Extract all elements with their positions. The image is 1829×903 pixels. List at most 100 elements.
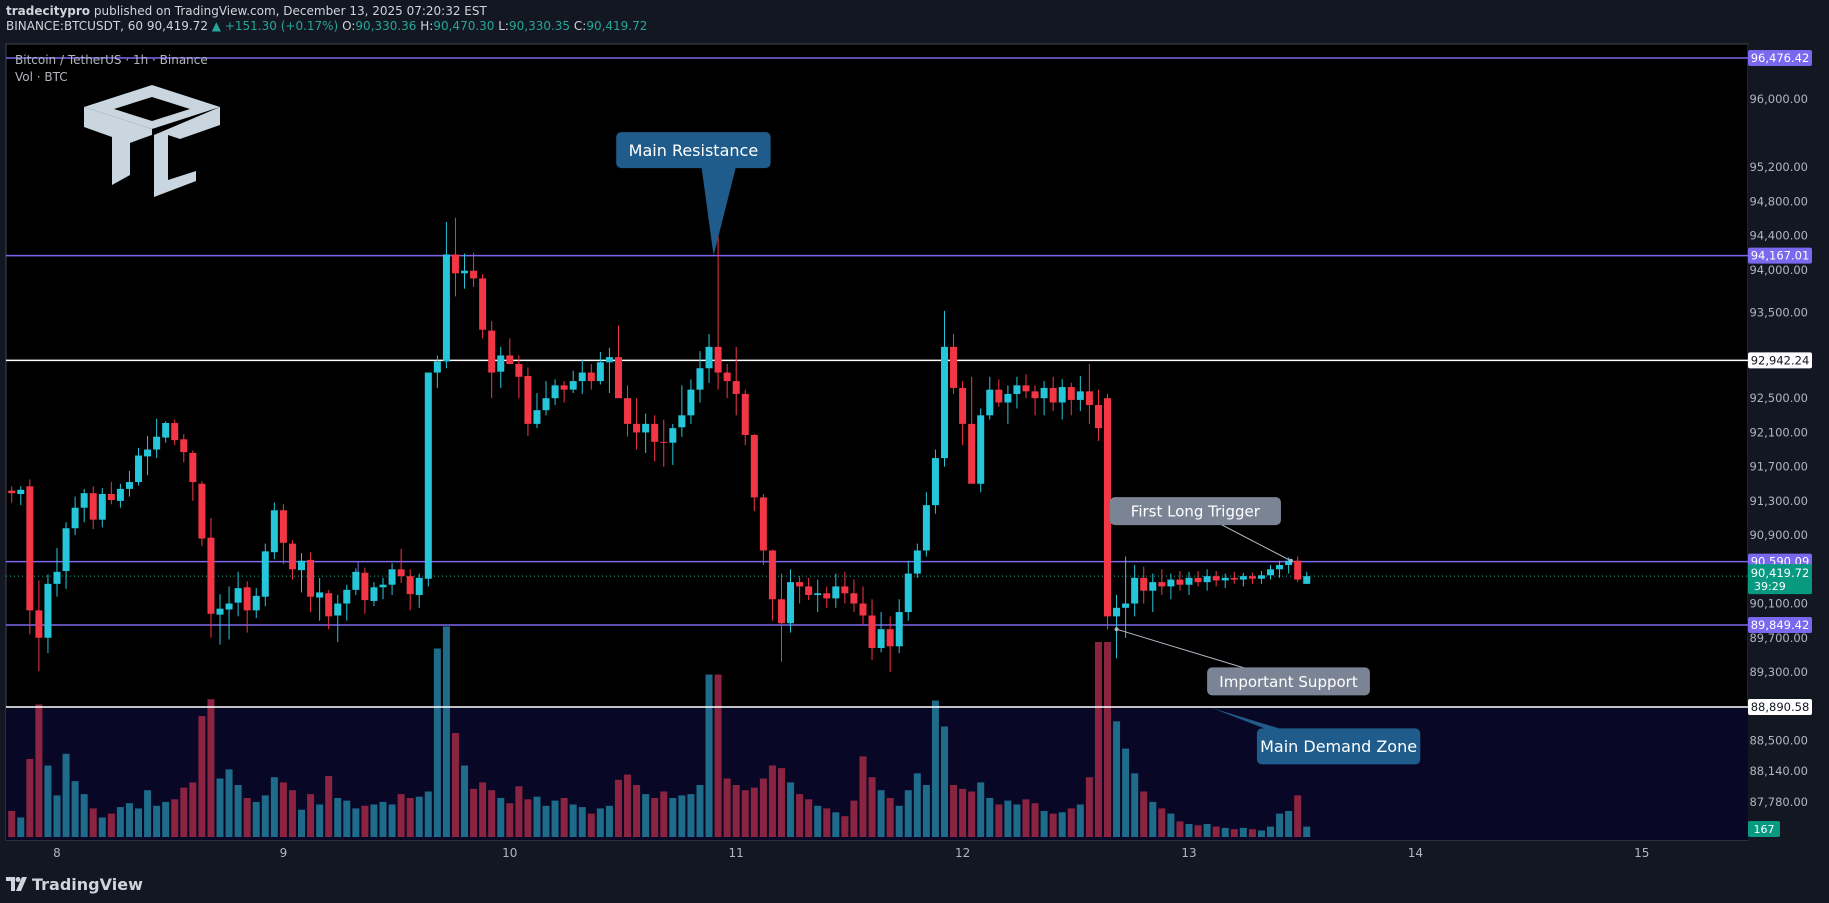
candle[interactable] — [35, 580, 43, 672]
candle[interactable] — [461, 253, 469, 289]
candle[interactable] — [1076, 375, 1084, 412]
callout-annotation[interactable]: Main Resistance — [616, 132, 771, 256]
candle[interactable] — [316, 577, 324, 621]
candle[interactable] — [171, 419, 179, 446]
candle[interactable] — [343, 584, 351, 621]
author-name[interactable]: tradecitypro — [6, 4, 91, 18]
candle[interactable] — [823, 586, 831, 608]
candle[interactable] — [325, 589, 333, 630]
candle[interactable] — [234, 571, 242, 617]
level-price-tag[interactable] — [1748, 616, 1812, 633]
candle[interactable] — [759, 494, 767, 566]
candle[interactable] — [877, 612, 885, 653]
candle[interactable] — [732, 346, 740, 416]
callout-annotation[interactable]: Main Demand Zone — [1211, 707, 1421, 765]
candle[interactable] — [787, 569, 795, 633]
candle[interactable] — [1276, 560, 1284, 578]
candle[interactable] — [144, 435, 152, 476]
candle[interactable] — [1212, 571, 1220, 587]
candle[interactable] — [1239, 572, 1247, 587]
candle[interactable] — [1040, 381, 1048, 416]
candle[interactable] — [71, 496, 79, 536]
candle[interactable] — [977, 408, 985, 493]
candle[interactable] — [279, 504, 287, 565]
candle[interactable] — [1013, 376, 1021, 409]
candle[interactable] — [515, 355, 523, 399]
candle[interactable] — [1140, 566, 1148, 604]
candle[interactable] — [605, 347, 613, 394]
candle[interactable] — [261, 543, 269, 607]
candle[interactable] — [98, 488, 106, 528]
candle[interactable] — [116, 483, 124, 508]
candle[interactable] — [1248, 572, 1256, 584]
candle[interactable] — [551, 379, 559, 406]
candle[interactable] — [805, 577, 813, 601]
candle[interactable] — [669, 423, 677, 465]
candle[interactable] — [569, 370, 577, 394]
candle[interactable] — [424, 372, 432, 587]
candle[interactable] — [1004, 385, 1012, 424]
candle[interactable] — [288, 540, 296, 580]
candle[interactable] — [62, 522, 70, 589]
candle[interactable] — [53, 547, 61, 597]
candle[interactable] — [895, 599, 903, 654]
candle[interactable] — [714, 235, 722, 390]
candle[interactable] — [796, 576, 804, 604]
candle[interactable] — [125, 470, 133, 497]
candle[interactable] — [651, 415, 659, 462]
candle[interactable] — [913, 543, 921, 578]
candle[interactable] — [1230, 571, 1238, 584]
candle[interactable] — [1203, 569, 1211, 591]
candle[interactable] — [959, 381, 967, 446]
candle[interactable] — [1094, 389, 1102, 441]
candle[interactable] — [1103, 393, 1111, 630]
candle[interactable] — [397, 548, 405, 583]
level-price-tag[interactable] — [1748, 50, 1812, 66]
candle[interactable] — [415, 573, 423, 608]
candle[interactable] — [533, 393, 541, 429]
candle[interactable] — [777, 573, 785, 662]
candle[interactable] — [1194, 571, 1202, 587]
candle[interactable] — [270, 502, 278, 560]
candle[interactable] — [334, 594, 342, 643]
candle[interactable] — [931, 449, 939, 514]
candle[interactable] — [859, 586, 867, 625]
candle[interactable] — [17, 486, 25, 506]
candle[interactable] — [524, 367, 532, 436]
candle[interactable] — [89, 486, 97, 530]
candle[interactable] — [678, 385, 686, 437]
candle[interactable] — [886, 616, 894, 672]
candle[interactable] — [642, 413, 650, 453]
candle[interactable] — [868, 599, 876, 660]
candle[interactable] — [479, 274, 487, 339]
candle[interactable] — [388, 563, 396, 595]
candle[interactable] — [433, 355, 441, 388]
tradingview-footer[interactable]: TradingView — [6, 873, 143, 895]
candle[interactable] — [922, 492, 930, 557]
candle[interactable] — [1267, 565, 1275, 580]
callout-annotation[interactable]: First Long Trigger — [1109, 497, 1293, 563]
candle[interactable] — [696, 351, 704, 403]
candle[interactable] — [370, 582, 378, 607]
candle[interactable] — [741, 389, 749, 446]
candle[interactable] — [1113, 594, 1121, 659]
candle[interactable] — [506, 338, 514, 364]
candle[interactable] — [986, 376, 994, 420]
candle[interactable] — [768, 549, 776, 621]
candle[interactable] — [488, 321, 496, 399]
candle[interactable] — [832, 573, 840, 608]
candle[interactable] — [950, 334, 958, 394]
candle[interactable] — [107, 482, 115, 505]
candle[interactable] — [1122, 556, 1130, 638]
candle[interactable] — [162, 421, 170, 443]
candle[interactable] — [497, 346, 505, 388]
candle[interactable] — [153, 418, 161, 459]
candle[interactable] — [1185, 571, 1193, 595]
candle[interactable] — [940, 310, 948, 467]
candle[interactable] — [750, 434, 758, 512]
candle[interactable] — [995, 379, 1003, 407]
candle[interactable] — [1022, 374, 1030, 399]
candle[interactable] — [1149, 573, 1157, 613]
candle[interactable] — [135, 447, 143, 486]
candle[interactable] — [1058, 379, 1066, 420]
